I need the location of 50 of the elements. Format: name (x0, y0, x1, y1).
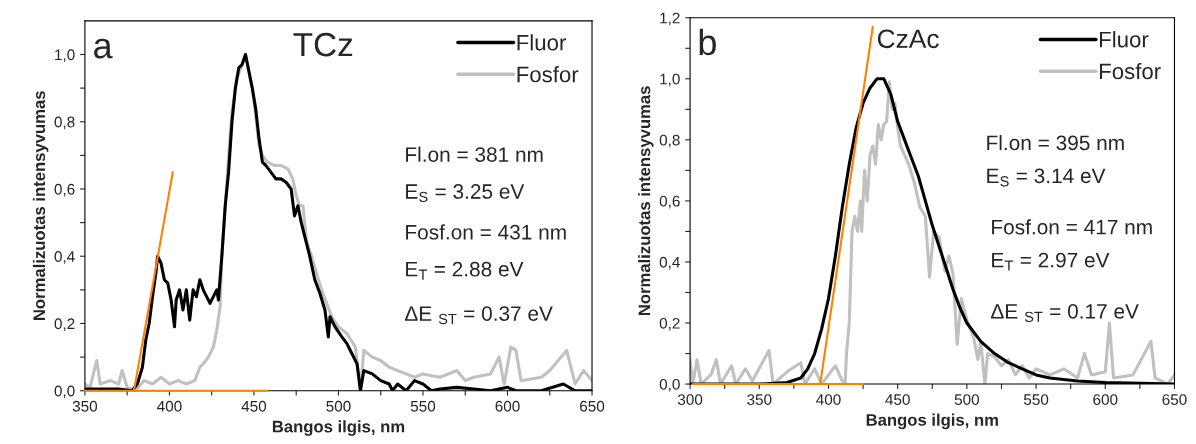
x-tick-label: 550 (410, 400, 436, 412)
annotation: ΔE $_{ST}$ = 0.17 eV (991, 303, 1139, 322)
chart-title: CzAc (877, 29, 939, 49)
x-tick-label: 400 (816, 394, 841, 405)
y-axis-title: Normalizuotas intensyvumas (32, 91, 49, 320)
x-tick-label: 650 (1162, 394, 1187, 405)
annotation: E$_{S}$ = 3.25 eV (406, 184, 525, 203)
annotation: ΔE $_{ST}$ = 0.37 eV (405, 306, 553, 325)
legend-label: Fosfor (1099, 62, 1161, 80)
y-tick-label: 0,6 (659, 195, 680, 209)
annotation: b (699, 28, 716, 56)
x-tick-label: 400 (157, 400, 182, 412)
y-tick-label: 0,6 (54, 183, 75, 197)
x-axis-title: Bangos ilgis, nm (866, 413, 998, 430)
x-axis-title: Bangos ilgis, nm (272, 420, 405, 436)
y-tick-label: 0,0 (54, 385, 75, 399)
x-tick-label: 600 (495, 400, 520, 412)
x-tick-label: 600 (1093, 394, 1118, 405)
y-tick-label: 1,2 (660, 12, 680, 26)
y-axis-title: Normalizuotas intensyvumas (638, 86, 654, 316)
y-tick-label: 0,2 (54, 318, 75, 331)
y-tick-label: 0,8 (659, 134, 680, 148)
y-tick-label: 1,0 (55, 49, 75, 62)
annotation: E$_{T}$ = 2.88 eV (406, 261, 524, 280)
annotation: E$_{T}$ = 2.97 eV (992, 252, 1110, 271)
x-tick-label: 650 (580, 400, 605, 412)
annotation: Fosf.on = 417 nm (992, 219, 1152, 235)
legend-label: Fosfor (517, 66, 579, 83)
y-tick-label: 1,0 (660, 73, 680, 87)
annotation: Fl.on = 381 nm (406, 146, 543, 162)
chart-title: TCz (293, 32, 353, 57)
x-tick-label: 300 (677, 394, 703, 405)
y-tick-label: 0,4 (54, 251, 75, 264)
x-tick-label: 550 (1023, 394, 1049, 405)
y-tick-label: 0,0 (659, 378, 680, 392)
y-tick-label: 0,4 (659, 256, 680, 270)
annotation: a (94, 38, 113, 59)
x-tick-label: 450 (885, 394, 910, 405)
x-tick-label: 350 (747, 394, 772, 405)
annotation: Fosf.on = 431 nm (406, 224, 566, 240)
y-tick-label: 0,8 (54, 116, 75, 130)
annotation: Fl.on = 395 nm (987, 134, 1124, 151)
legend-label: Fluor (517, 34, 566, 51)
y-tick-label: 0,2 (659, 317, 680, 331)
x-tick-label: 500 (326, 400, 351, 412)
legend-label: Fluor (1099, 31, 1149, 48)
annotation: E$_{S}$ = 3.14 eV (987, 168, 1106, 187)
x-tick-label: 450 (241, 400, 267, 412)
x-tick-label: 350 (72, 400, 98, 412)
x-tick-label: 500 (954, 394, 980, 405)
